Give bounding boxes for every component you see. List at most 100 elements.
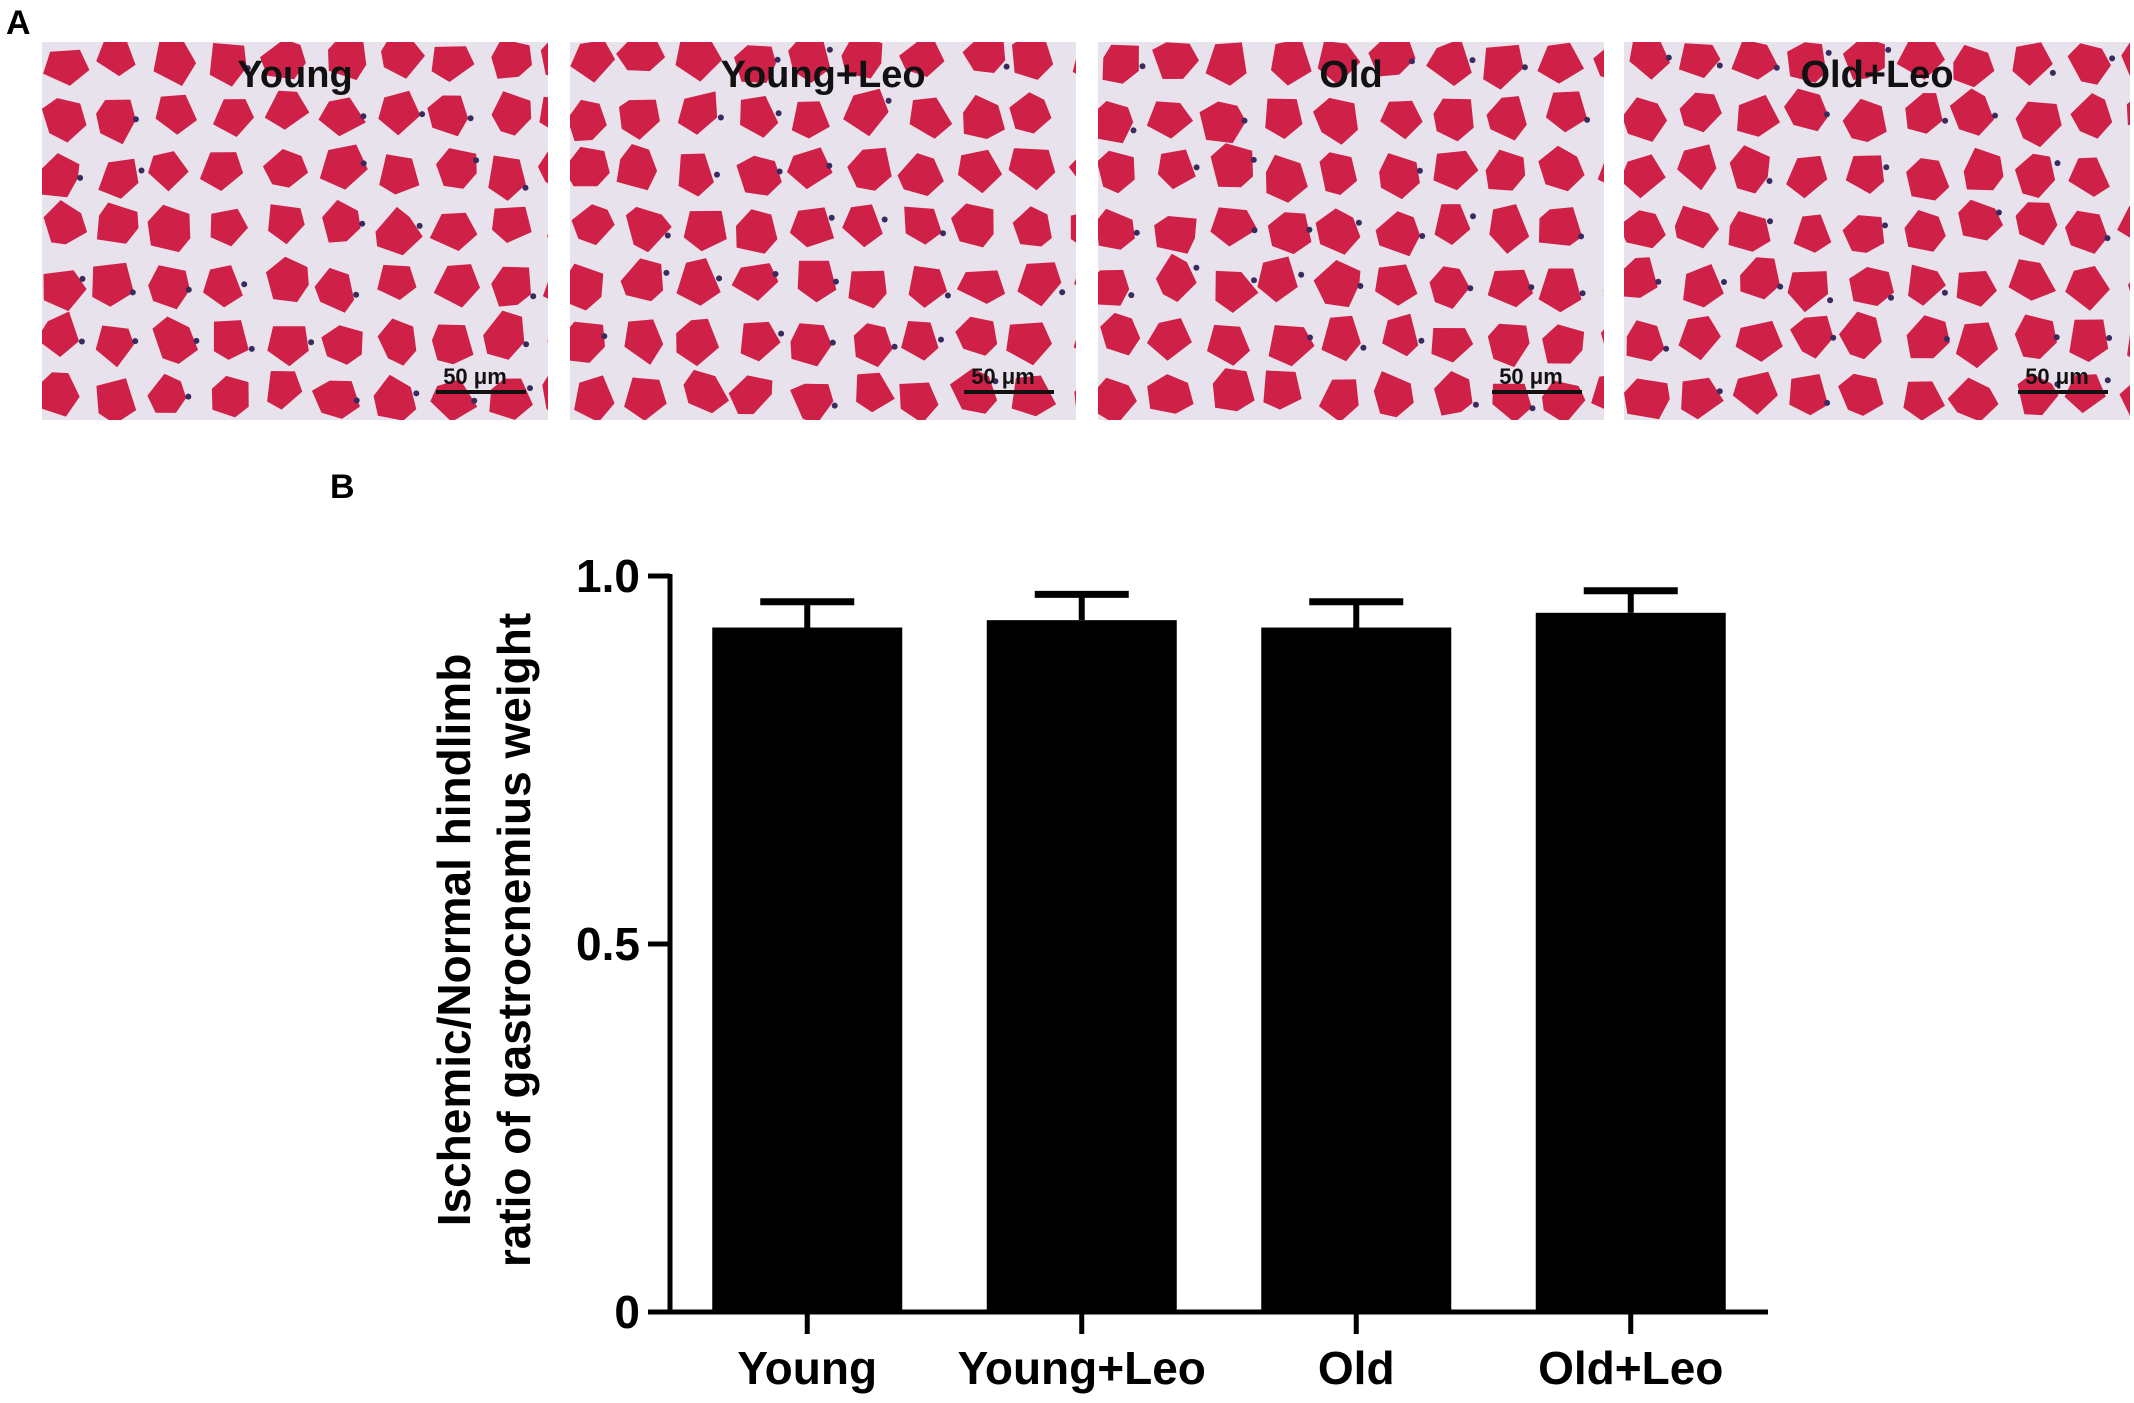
muscle-fiber <box>1319 152 1358 195</box>
nucleus <box>992 378 999 385</box>
muscle-fiber <box>213 99 254 137</box>
muscle-fiber <box>2117 206 2130 238</box>
nucleus <box>308 339 315 346</box>
muscle-fiber <box>1591 375 1604 409</box>
muscle-fiber <box>321 325 363 365</box>
micrograph-young-leo: Young+Leo 50 μm <box>570 42 1076 420</box>
muscle-fiber <box>1487 269 1534 308</box>
nucleus <box>244 65 251 72</box>
muscle-fiber <box>266 256 309 303</box>
muscle-fiber <box>1683 264 1724 308</box>
nucleus <box>1193 164 1200 171</box>
nucleus <box>1409 58 1415 65</box>
x-tick-label: Young+Leo <box>958 1342 1206 1394</box>
muscle-fiber <box>788 42 831 83</box>
muscle-fiber <box>847 147 892 191</box>
muscle-fiber <box>1012 206 1052 247</box>
nucleus <box>1251 227 1258 234</box>
nucleus <box>1578 233 1585 240</box>
nucleus <box>601 333 608 340</box>
y-tick-label: 0 <box>614 1286 640 1338</box>
nucleus <box>1995 209 2002 216</box>
nucleus <box>1830 334 1837 341</box>
nucleus <box>1193 264 1200 271</box>
muscle-fiber <box>1098 101 1134 144</box>
muscle-fiber <box>431 324 474 365</box>
muscle-fiber <box>1154 216 1197 254</box>
muscle-tissue-image <box>1098 42 1604 420</box>
muscle-fiber <box>1731 42 1779 80</box>
muscle-fiber <box>1429 266 1470 309</box>
muscle-fiber <box>899 42 945 77</box>
muscle-fiber <box>199 152 244 191</box>
muscle-fiber <box>1906 315 1950 359</box>
muscle-fiber <box>96 99 136 145</box>
muscle-fiber <box>1904 210 1946 252</box>
nucleus <box>1824 399 1831 406</box>
muscle-fiber <box>1732 371 1778 415</box>
muscle-fiber <box>791 101 830 139</box>
muscle-fiber <box>1271 42 1312 86</box>
nucleus <box>2054 160 2061 167</box>
muscle-fiber <box>570 99 607 142</box>
nucleus <box>1655 278 1662 285</box>
scale-bar-label: 50 μm <box>971 364 1035 389</box>
nucleus <box>193 337 200 344</box>
muscle-fiber <box>98 158 139 199</box>
muscle-fiber <box>1317 42 1361 85</box>
nucleus <box>359 220 366 227</box>
muscle-fiber <box>540 42 548 76</box>
muscle-fiber <box>1681 377 1724 420</box>
muscle-fiber <box>1624 154 1666 199</box>
nucleus <box>826 162 833 169</box>
muscle-fiber <box>148 151 189 192</box>
muscle-fiber <box>2070 93 2113 139</box>
muscle-fiber <box>1789 374 1829 416</box>
nucleus <box>1766 178 1773 184</box>
muscle-fiber <box>1146 318 1192 361</box>
muscle-fiber <box>624 319 664 365</box>
muscle-fiber <box>1793 214 1832 253</box>
muscle-fiber <box>619 99 660 140</box>
muscle-fiber <box>1098 150 1135 194</box>
muscle-fiber <box>955 316 998 356</box>
nucleus <box>944 292 951 299</box>
muscle-fiber <box>546 233 548 238</box>
muscle-fiber <box>1313 260 1361 308</box>
nucleus <box>717 114 724 121</box>
muscle-fiber <box>675 42 723 82</box>
nucleus <box>1059 289 1066 296</box>
muscle-fiber <box>489 378 533 420</box>
nucleus <box>1825 49 1832 56</box>
nucleus <box>1360 344 1367 351</box>
nucleus <box>1307 334 1313 341</box>
muscle-fiber <box>1839 311 1882 360</box>
muscle-tissue-image <box>570 42 1076 420</box>
muscle-fiber <box>1147 374 1194 414</box>
nucleus <box>1767 218 1773 225</box>
muscle-fiber <box>2126 101 2130 126</box>
y-axis-title-line-1: Ischemic/Normal hindlimb <box>428 654 480 1227</box>
muscle-fiber <box>1315 208 1361 255</box>
muscle-fiber <box>267 326 309 367</box>
muscle-fiber <box>2017 373 2059 416</box>
nucleus <box>938 336 944 343</box>
muscle-fiber <box>2127 333 2130 358</box>
muscle-fiber <box>1155 253 1197 302</box>
muscle-fiber <box>731 263 779 301</box>
scale-bar <box>2018 390 2108 394</box>
muscle-fiber <box>264 90 310 130</box>
muscle-fiber <box>1102 44 1139 84</box>
muscle-fiber <box>1624 257 1658 298</box>
muscle-fiber <box>1538 268 1582 313</box>
scale-bar-label: 50 μm <box>443 364 507 389</box>
nucleus <box>1943 336 1950 342</box>
muscle-fiber <box>1098 269 1130 306</box>
muscle-fiber <box>1597 162 1604 183</box>
muscle-fiber <box>1073 339 1076 349</box>
nucleus <box>79 275 86 282</box>
nucleus <box>1306 226 1313 233</box>
muscle-fiber <box>43 270 87 312</box>
muscle-fiber <box>203 265 243 308</box>
muscle-fiber <box>1787 42 1827 83</box>
